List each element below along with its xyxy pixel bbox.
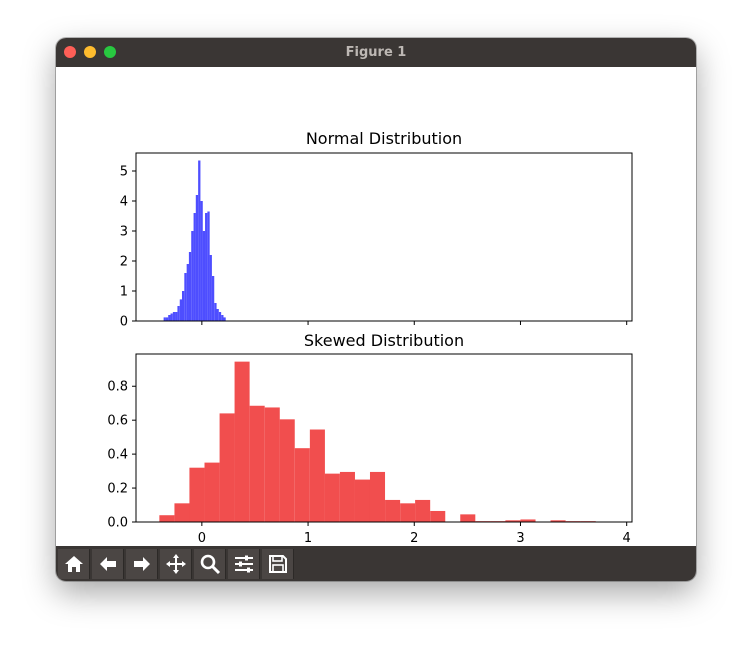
bar-skewed (415, 499, 431, 522)
bar-normal (198, 160, 201, 321)
pan-icon (165, 554, 186, 574)
configure-subplots-button[interactable] (228, 549, 260, 579)
bar-normal (200, 201, 203, 321)
bar-skewed (159, 515, 175, 522)
x-tick-label-skewed: 0 (198, 531, 206, 546)
bar-normal (223, 317, 226, 321)
bar-normal (170, 313, 173, 321)
bar-normal (168, 315, 171, 321)
bar-skewed (204, 462, 220, 522)
figure-canvas[interactable]: Normal Distribution 0 1 2 3 4 5 Skewed Distri… (56, 67, 696, 546)
bar-skewed (355, 479, 371, 522)
bar-skewed (505, 520, 521, 522)
bar-normal (177, 306, 180, 321)
navigation-toolbar (56, 546, 696, 581)
bar-normal (186, 264, 189, 321)
bar-normal (195, 195, 199, 321)
zoom-button[interactable] (194, 549, 226, 579)
y-tick-label-skewed: 0.4 (107, 448, 128, 463)
axes-normal: Normal Distribution 0 1 2 3 4 5 (120, 129, 633, 330)
y-tick-label-normal: 2 (120, 255, 128, 270)
save-button[interactable] (262, 549, 294, 579)
bars-skewed (159, 361, 596, 522)
bar-normal (175, 312, 178, 321)
y-tick-label-normal: 0 (120, 315, 128, 330)
bar-skewed (400, 503, 416, 522)
bar-normal (214, 303, 217, 321)
bar-normal (216, 309, 219, 321)
bar-normal (165, 317, 169, 321)
save-icon (268, 555, 287, 573)
x-tick-label-skewed: 2 (410, 531, 418, 546)
bar-skewed (550, 520, 566, 522)
bar-skewed (219, 413, 235, 522)
bar-normal (209, 255, 212, 321)
axes-frame-skewed (135, 353, 633, 523)
bar-skewed (264, 407, 280, 522)
bar-normal (188, 252, 192, 321)
chart-title-normal: Normal Distribution (306, 129, 462, 148)
bar-normal (163, 317, 166, 321)
bar-skewed (294, 448, 310, 522)
x-tick-label-skewed: 4 (623, 531, 631, 546)
ticks-skewed: 0.0 0.2 0.4 0.6 0.8 0 1 2 3 4 (107, 380, 631, 546)
bar-skewed (385, 499, 401, 522)
axes-skewed: Skewed Distribution 0.0 0.2 0.4 0.6 0.8 0 1 2 3 4 (107, 331, 633, 546)
close-button[interactable] (64, 46, 76, 58)
bar-skewed (460, 514, 476, 522)
chart-title-skewed: Skewed Distribution (304, 331, 464, 350)
bar-skewed (309, 429, 325, 522)
bar-normal (202, 231, 206, 321)
window-title: Figure 1 (345, 45, 407, 60)
back-arrow-icon (99, 557, 116, 571)
bar-skewed (369, 471, 386, 522)
y-tick-label-normal: 3 (120, 225, 128, 240)
y-tick-label-normal: 4 (120, 195, 128, 210)
bar-skewed (189, 467, 205, 522)
bar-skewed (279, 419, 295, 522)
bar-skewed (174, 503, 190, 522)
bar-normal (172, 312, 176, 321)
bar-skewed (339, 471, 355, 522)
x-tick-label-skewed: 1 (304, 531, 312, 546)
bar-normal (193, 213, 196, 321)
bar-normal (191, 231, 194, 321)
pan-button[interactable] (160, 549, 192, 579)
bars-normal (163, 160, 226, 321)
y-tick-label-normal: 1 (120, 285, 128, 300)
ticks-normal: 0 1 2 3 4 5 (120, 165, 628, 330)
zoom-icon (200, 554, 220, 575)
home-button[interactable] (58, 549, 90, 579)
bar-normal (179, 299, 183, 321)
bar-normal (221, 315, 224, 321)
y-tick-label-normal: 5 (120, 165, 128, 180)
bar-normal (181, 291, 185, 321)
bar-skewed (324, 473, 340, 522)
y-tick-label-skewed: 0.8 (107, 380, 128, 395)
y-tick-label-skewed: 0.6 (107, 414, 128, 429)
forward-button[interactable] (126, 549, 158, 579)
zoom-window-button[interactable] (104, 46, 116, 58)
axes-frame-normal (135, 152, 633, 322)
figure-svg: Normal Distribution 0 1 2 3 4 5 Skewed Distri… (107, 129, 633, 546)
bar-skewed (430, 510, 446, 522)
title-bar: Figure 1 (56, 38, 696, 68)
back-button[interactable] (92, 549, 124, 579)
figure-window: Figure 1 Normal Distribution 0 1 2 3 4 5 Skew… (56, 38, 696, 581)
y-tick-label-skewed: 0.0 (107, 516, 128, 531)
y-tick-label-skewed: 0.2 (107, 482, 128, 497)
bar-normal (207, 211, 210, 321)
bar-skewed (234, 361, 250, 522)
bar-normal (218, 312, 222, 321)
configure-subplots-icon (234, 555, 253, 573)
forward-arrow-icon (133, 557, 150, 571)
x-tick-label-skewed: 3 (516, 531, 524, 546)
minimize-button[interactable] (84, 46, 96, 58)
home-icon (64, 556, 83, 572)
bar-normal (205, 213, 208, 321)
bar-normal (184, 273, 187, 321)
bar-skewed (249, 405, 265, 522)
bar-normal (211, 276, 215, 321)
bar-skewed (520, 519, 536, 522)
